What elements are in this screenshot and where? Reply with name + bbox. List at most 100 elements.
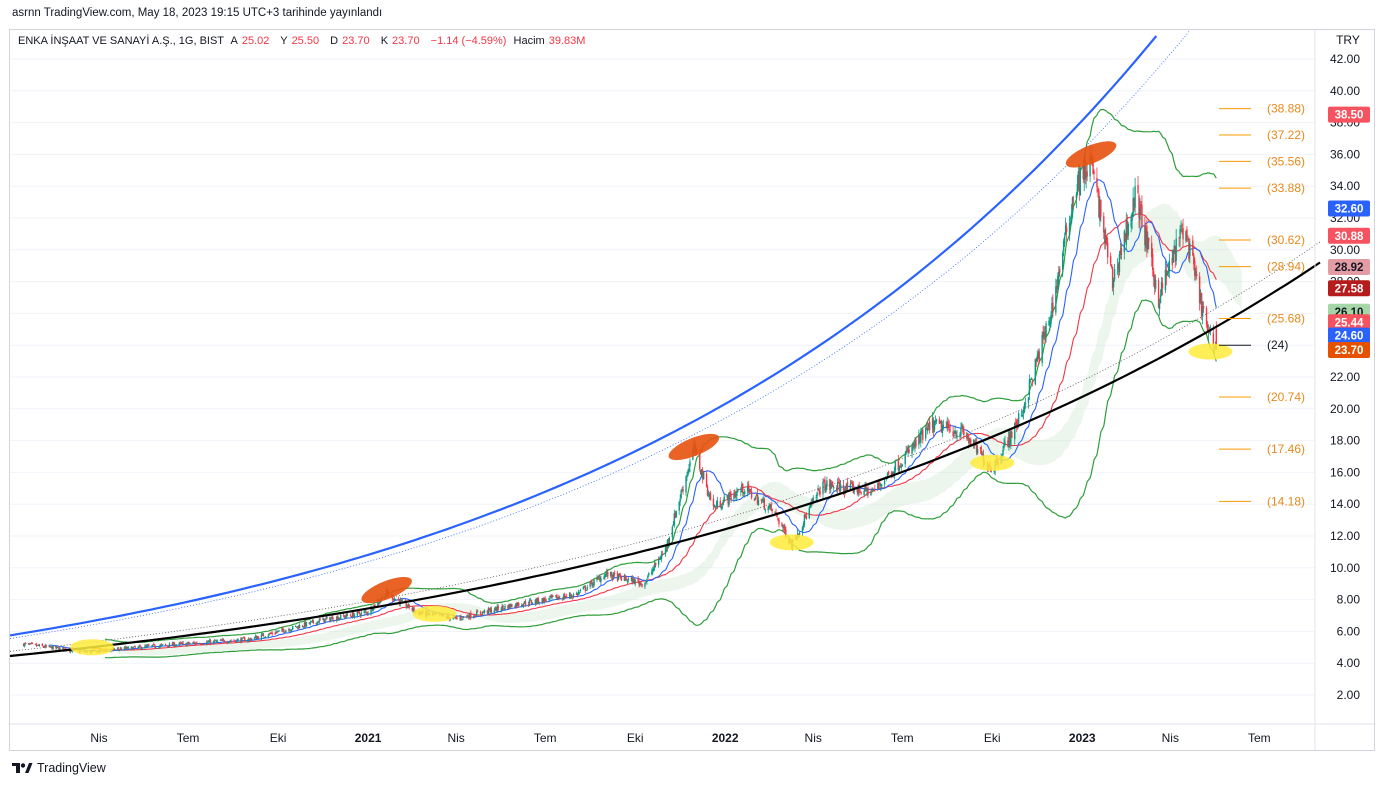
candle-body xyxy=(467,615,469,617)
candle-body xyxy=(226,642,228,644)
candle-body xyxy=(275,631,277,634)
candle-body xyxy=(132,647,134,650)
price-badge xyxy=(1328,314,1370,331)
close-value: 23.70 xyxy=(392,35,420,47)
candle-body xyxy=(29,643,32,645)
candle-body xyxy=(551,595,553,598)
candle-body xyxy=(1198,276,1201,304)
candle-body xyxy=(660,554,663,559)
x-tick-label: Eki xyxy=(984,731,1001,745)
candle-body xyxy=(1004,441,1006,445)
candle-body xyxy=(933,420,936,430)
footer-brand: TradingView xyxy=(37,761,106,775)
candle-body xyxy=(294,626,297,627)
candle-body xyxy=(324,618,326,623)
candle-body xyxy=(713,505,716,508)
candle-body xyxy=(1027,397,1030,403)
candle-body xyxy=(1050,315,1052,324)
candle-body xyxy=(802,523,805,527)
candle-body xyxy=(154,644,156,648)
candle-body xyxy=(568,593,571,597)
candle-body xyxy=(922,429,924,440)
candle-body xyxy=(586,587,588,590)
candle-body xyxy=(493,610,495,613)
candle-body xyxy=(507,605,509,609)
candle-body xyxy=(195,642,197,645)
bottom-touch-mark xyxy=(1188,343,1233,360)
candle-body xyxy=(51,646,53,650)
candle-body xyxy=(282,628,284,631)
candle-body xyxy=(912,443,914,449)
candle-body xyxy=(1164,269,1167,291)
candle-body xyxy=(672,524,675,527)
candle-body xyxy=(823,480,825,482)
candle-body xyxy=(953,435,955,436)
candle-body xyxy=(707,494,710,496)
candle-body xyxy=(859,492,861,493)
candle-body xyxy=(686,475,688,477)
candle-body xyxy=(893,470,896,477)
candle-body xyxy=(864,484,866,491)
candle-body xyxy=(1045,323,1047,337)
candle-body xyxy=(768,505,770,508)
candle-body xyxy=(1055,286,1057,313)
candle-body xyxy=(898,467,901,471)
candle-body xyxy=(1043,331,1045,339)
candle-body xyxy=(268,633,270,635)
candle-body xyxy=(359,614,361,616)
candle-body xyxy=(549,595,551,598)
candle-body xyxy=(233,640,235,642)
candle-body xyxy=(356,611,359,616)
x-tick-label: 2021 xyxy=(355,731,382,745)
candle-body xyxy=(37,644,40,646)
candle-body xyxy=(1141,204,1143,228)
y-tick-label: 12.00 xyxy=(1330,529,1360,543)
candle-body xyxy=(860,491,862,494)
bottom-touch-mark xyxy=(412,605,457,622)
candle-body xyxy=(1059,268,1061,273)
candle-body xyxy=(166,645,169,647)
candle-body xyxy=(668,537,671,543)
candle-body xyxy=(667,540,670,542)
candle-body xyxy=(736,491,738,496)
candle-body xyxy=(730,493,732,501)
candle-body xyxy=(248,638,251,640)
price-badge-label: 23.70 xyxy=(1335,345,1364,357)
candle-body xyxy=(1035,358,1037,362)
candle-body xyxy=(617,574,620,580)
candle-body xyxy=(872,489,874,492)
candle-body xyxy=(749,489,752,491)
candle-body xyxy=(57,647,59,648)
candle-body xyxy=(1174,246,1176,263)
x-tick-label: Tem xyxy=(534,731,557,745)
candle-body xyxy=(829,479,831,490)
y-tick-label: 22.00 xyxy=(1330,370,1360,384)
candle-body xyxy=(682,489,684,491)
candle-body xyxy=(173,643,176,647)
candle-body xyxy=(516,603,518,607)
chart-frame[interactable] xyxy=(9,29,1375,751)
candle-body xyxy=(522,604,525,607)
candle-body xyxy=(1144,226,1146,246)
candle-body xyxy=(1022,409,1025,414)
candle-body xyxy=(534,599,537,604)
candle-body xyxy=(148,644,150,646)
candle-body xyxy=(1199,293,1202,301)
candle-body xyxy=(304,621,307,627)
currency-label: TRY xyxy=(1336,33,1360,47)
x-tick-label: Tem xyxy=(891,731,914,745)
candle-body xyxy=(955,432,957,437)
candle-body xyxy=(236,639,238,643)
fib-levels: (38.88) (37.22) (35.56) (33.88) (30.62) (28.9… xyxy=(1219,102,1305,508)
candle-body xyxy=(278,630,280,632)
candle-body xyxy=(905,450,907,454)
candle-body xyxy=(1167,270,1170,274)
candle-body xyxy=(394,599,397,600)
candle-body xyxy=(1049,321,1051,324)
candle-body xyxy=(497,605,499,610)
candle-body xyxy=(511,603,513,607)
y-tick-label: 16.00 xyxy=(1330,465,1360,479)
y-tick-label: 36.00 xyxy=(1330,147,1360,161)
support-curve xyxy=(9,261,1321,658)
